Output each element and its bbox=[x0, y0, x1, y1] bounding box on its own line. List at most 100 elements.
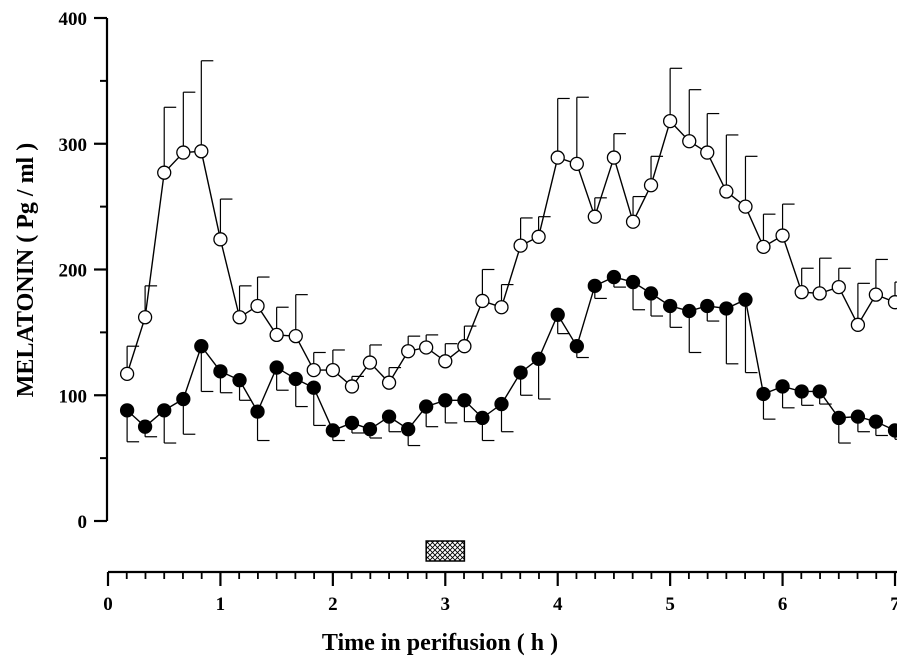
x-tick-label: 0 bbox=[103, 594, 113, 615]
data-point bbox=[269, 327, 284, 343]
data-point bbox=[213, 232, 228, 247]
series-line bbox=[126, 276, 896, 432]
y-tick-label: 0 bbox=[78, 512, 88, 533]
data-point bbox=[401, 344, 416, 359]
data-point bbox=[700, 298, 715, 314]
data-point bbox=[250, 298, 265, 314]
data-point bbox=[606, 150, 622, 165]
data-point bbox=[719, 184, 734, 199]
data-point bbox=[887, 295, 897, 310]
data-series bbox=[119, 60, 897, 447]
data-point bbox=[662, 298, 678, 314]
data-point bbox=[831, 410, 846, 426]
data-point bbox=[531, 229, 546, 244]
series-filled-circle bbox=[119, 269, 897, 447]
data-point bbox=[438, 393, 453, 408]
x-tick-label: 2 bbox=[328, 594, 338, 615]
data-point bbox=[662, 113, 678, 129]
data-point bbox=[494, 300, 509, 315]
data-point bbox=[850, 317, 866, 332]
x-tick-label: 5 bbox=[665, 594, 675, 615]
data-point bbox=[157, 403, 172, 418]
data-point bbox=[812, 286, 827, 301]
data-point bbox=[306, 380, 321, 395]
data-point bbox=[232, 373, 247, 388]
x-tick-label: 6 bbox=[778, 594, 788, 615]
data-point bbox=[344, 379, 360, 394]
data-point bbox=[719, 301, 734, 316]
stimulus-bar-rect bbox=[425, 540, 466, 562]
y-tick-label: 400 bbox=[59, 9, 88, 30]
data-point bbox=[119, 366, 135, 382]
data-point bbox=[868, 287, 884, 302]
data-point bbox=[738, 199, 753, 214]
data-point bbox=[794, 284, 809, 300]
data-point bbox=[325, 423, 341, 438]
y-tick-label: 100 bbox=[59, 386, 88, 407]
data-point bbox=[587, 278, 602, 293]
data-point bbox=[419, 340, 434, 355]
data-point bbox=[887, 423, 897, 438]
x-tick-label: 3 bbox=[441, 594, 451, 615]
data-point bbox=[137, 310, 153, 325]
data-point bbox=[457, 339, 472, 354]
data-point bbox=[344, 415, 360, 431]
data-point bbox=[494, 396, 509, 412]
y-axis-title: MELATONIN ( Pg / ml ) bbox=[13, 143, 39, 397]
data-point bbox=[831, 279, 846, 295]
y-axis: 0 100 200 300 400 bbox=[59, 9, 109, 533]
x-axis: 0 1 2 3 4 5 6 7 bbox=[103, 570, 897, 615]
data-point bbox=[513, 365, 528, 380]
data-point bbox=[194, 144, 209, 159]
data-point bbox=[475, 293, 490, 309]
data-point bbox=[643, 286, 659, 301]
data-point bbox=[362, 422, 378, 437]
data-point bbox=[625, 274, 641, 290]
data-point bbox=[756, 386, 771, 402]
data-point bbox=[682, 134, 697, 149]
data-point bbox=[419, 399, 434, 414]
data-point bbox=[625, 214, 641, 229]
data-point bbox=[288, 371, 303, 387]
data-point bbox=[306, 362, 321, 378]
data-point bbox=[643, 178, 659, 193]
data-point bbox=[438, 354, 453, 369]
data-point bbox=[868, 414, 884, 429]
data-point bbox=[288, 328, 303, 344]
data-point bbox=[362, 355, 378, 370]
data-point bbox=[775, 379, 790, 394]
data-point bbox=[137, 419, 153, 434]
data-point bbox=[157, 165, 172, 180]
x-axis-title: Time in perifusion ( h ) bbox=[322, 630, 558, 656]
data-point bbox=[475, 410, 490, 426]
data-point bbox=[119, 403, 135, 418]
data-point bbox=[569, 339, 584, 354]
series-line bbox=[126, 119, 896, 388]
data-point bbox=[269, 360, 284, 375]
data-point bbox=[794, 384, 809, 399]
x-tick-label: 7 bbox=[890, 594, 897, 615]
data-point bbox=[250, 404, 265, 419]
data-point bbox=[606, 269, 622, 285]
y-tick-label: 200 bbox=[59, 261, 88, 282]
data-point bbox=[738, 292, 753, 307]
data-point bbox=[232, 310, 247, 325]
data-point bbox=[457, 393, 472, 408]
data-point bbox=[812, 384, 827, 399]
data-point bbox=[550, 307, 565, 322]
data-point bbox=[775, 228, 790, 243]
data-point bbox=[682, 303, 697, 319]
stimulus-bar bbox=[425, 540, 466, 562]
x-tick-label: 1 bbox=[216, 594, 226, 615]
data-point bbox=[756, 239, 771, 255]
data-point bbox=[700, 145, 715, 160]
data-point bbox=[325, 362, 341, 378]
series-open-circle bbox=[119, 60, 897, 394]
data-point bbox=[381, 409, 397, 424]
data-point bbox=[550, 150, 565, 165]
data-point bbox=[587, 209, 602, 224]
data-point bbox=[381, 375, 397, 390]
y-tick-label: 300 bbox=[59, 135, 88, 156]
data-point bbox=[176, 391, 191, 407]
